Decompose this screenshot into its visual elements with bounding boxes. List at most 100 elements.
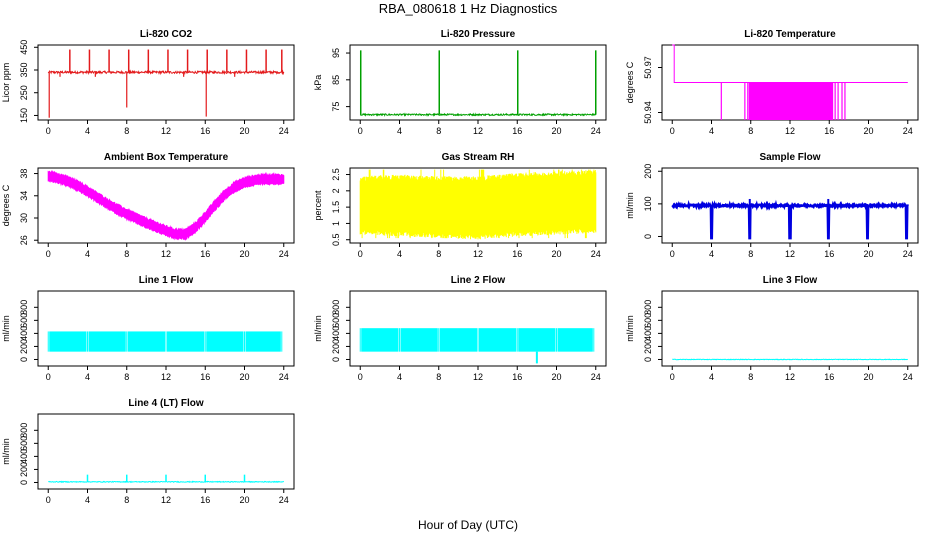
x-tick-label: 8: [124, 249, 129, 259]
y-tick-label: 800: [643, 300, 653, 315]
series-line: [672, 358, 908, 361]
x-tick-label: 12: [161, 126, 171, 136]
y-tick-label: 350: [19, 62, 29, 77]
flow-block: [206, 331, 244, 352]
y-axis-label: degrees C: [625, 61, 635, 103]
y-tick-label: 200: [19, 339, 29, 354]
data-series: [47, 331, 283, 352]
panel-2: Li-820 Temperature degrees C 0 4 8 12 16 20 24 50…: [625, 29, 919, 136]
temp-band: [748, 82, 834, 120]
data-series: [359, 50, 597, 117]
y-tick-label: 50.94: [643, 101, 653, 124]
y-tick-label: 400: [643, 326, 653, 341]
x-tick-label: 16: [512, 249, 522, 259]
x-tick-label: 16: [824, 249, 834, 259]
y-axis-label: Licor ppm: [1, 63, 11, 103]
data-series: [671, 198, 909, 240]
panel-0: Li-820 CO2 Licor ppm 0 4 8 12 16 20 24 150 250 350 4…: [1, 29, 295, 136]
x-tick-label: 8: [436, 126, 441, 136]
page-title: RBA_080618 1 Hz Diagnostics: [378, 1, 558, 16]
x-axis-label: Hour of Day (UTC): [417, 518, 518, 532]
panel-7: Line 2 Flow ml/min 0 4 8 12 16 20 24 0 20040060080…: [313, 275, 607, 382]
x-tick-label: 0: [358, 249, 363, 259]
x-tick-label: 20: [551, 126, 561, 136]
flow-block: [478, 328, 517, 352]
x-tick-label: 0: [670, 249, 675, 259]
x-tick-label: 0: [46, 249, 51, 259]
x-tick-label: 20: [863, 372, 873, 382]
series-line: [47, 69, 285, 76]
y-tick-label: 600: [19, 436, 29, 451]
x-tick-label: 16: [512, 372, 522, 382]
x-tick-label: 24: [903, 126, 913, 136]
y-axis-label: ml/min: [625, 315, 635, 342]
y-tick-label: 800: [19, 423, 29, 438]
y-tick-label: 0: [643, 234, 653, 239]
x-tick-label: 0: [670, 372, 675, 382]
x-tick-label: 4: [85, 372, 90, 382]
y-axis-label: kPa: [313, 75, 323, 91]
y-tick-label: 250: [19, 85, 29, 100]
x-tick-label: 24: [591, 249, 601, 259]
y-tick-label: 85: [331, 75, 341, 85]
x-tick-label: 4: [85, 126, 90, 136]
x-tick-label: 4: [85, 249, 90, 259]
y-tick-label: 2.5: [331, 168, 341, 181]
x-tick-label: 16: [512, 126, 522, 136]
y-tick-label: 50.97: [643, 56, 653, 79]
panel-1: Li-820 Pressure kPa 0 4 8 12 16 20 24 75 85 95: [313, 29, 607, 136]
panel-title: Line 2 Flow: [451, 275, 506, 286]
panel-title: Line 4 (LT) Flow: [128, 398, 204, 409]
x-tick-label: 20: [863, 126, 873, 136]
x-tick-label: 20: [239, 126, 249, 136]
data-series: [47, 49, 285, 118]
x-tick-label: 12: [473, 249, 483, 259]
x-tick-label: 8: [124, 372, 129, 382]
y-tick-label: 200: [643, 339, 653, 354]
x-tick-label: 4: [397, 249, 402, 259]
plot-frame: [37, 290, 295, 367]
flow-block: [557, 328, 593, 352]
x-tick-label: 12: [161, 249, 171, 259]
y-tick-label: 26: [19, 235, 29, 245]
x-tick-label: 8: [436, 249, 441, 259]
y-tick-label: 800: [331, 300, 341, 315]
x-tick-label: 8: [124, 495, 129, 505]
y-axis-label: percent: [313, 190, 323, 221]
x-tick-label: 20: [239, 249, 249, 259]
x-tick-label: 24: [903, 249, 913, 259]
flow-block: [361, 328, 399, 352]
y-tick-label: 400: [19, 449, 29, 464]
x-tick-label: 0: [358, 372, 363, 382]
flow-block: [400, 328, 438, 352]
y-tick-label: 0.5: [331, 233, 341, 246]
y-tick-label: 1: [331, 221, 341, 226]
x-tick-label: 8: [124, 126, 129, 136]
y-tick-label: 30: [19, 213, 29, 223]
x-tick-label: 16: [200, 249, 210, 259]
y-tick-label: 0: [19, 480, 29, 485]
x-tick-label: 16: [824, 126, 834, 136]
x-tick-label: 4: [709, 249, 714, 259]
panel-4: Gas Stream RH percent 0 4 8 12 16 20 24 0.5 1 1.5 2 2…: [313, 152, 607, 259]
panel-6: Line 1 Flow ml/min 0 4 8 12 16 20 24 0 20040060080…: [1, 275, 295, 382]
x-tick-label: 24: [591, 372, 601, 382]
y-tick-label: 400: [19, 326, 29, 341]
panel-title: Gas Stream RH: [442, 152, 515, 163]
panel-title: Li-820 Temperature: [744, 29, 836, 40]
x-tick-label: 24: [279, 249, 289, 259]
y-tick-label: 0: [643, 357, 653, 362]
y-tick-label: 34: [19, 191, 29, 201]
x-tick-label: 8: [748, 126, 753, 136]
data-series: [359, 328, 595, 364]
plot-frame: [349, 44, 607, 121]
x-tick-label: 16: [200, 126, 210, 136]
flow-block: [166, 331, 205, 352]
x-tick-label: 12: [161, 372, 171, 382]
plot-frame: [661, 290, 919, 367]
y-axis-label: ml/min: [625, 192, 635, 219]
y-tick-label: 0: [19, 357, 29, 362]
x-tick-label: 0: [358, 126, 363, 136]
panel-title: Line 3 Flow: [763, 275, 818, 286]
